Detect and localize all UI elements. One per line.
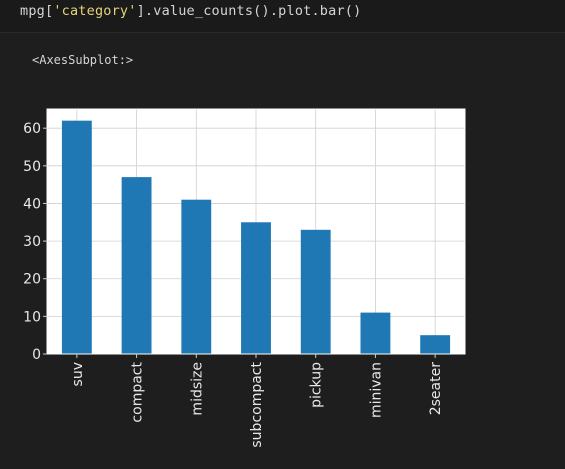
y-tick-label: 20	[23, 272, 41, 288]
bar-pickup	[300, 229, 331, 354]
code-prefix: mpg[	[20, 3, 54, 19]
bar-2seater	[420, 335, 451, 354]
bar-suv	[61, 120, 92, 355]
output-repr-text: <AxesSubplot:>	[32, 53, 134, 67]
code-cell[interactable]: mpg['category'].value_counts().plot.bar(…	[0, 0, 565, 33]
bar-subcompact	[241, 222, 271, 354]
bar-compact	[121, 177, 152, 354]
x-tick-label-suv: suv	[70, 362, 86, 386]
y-tick-label: 60	[23, 121, 41, 137]
bar-minivan	[360, 312, 391, 354]
y-tick-label: 10	[23, 309, 41, 325]
bar-midsize	[181, 199, 212, 354]
x-tick-label-2seater: 2seater	[428, 362, 444, 415]
y-tick-label: 0	[32, 347, 41, 363]
code-line[interactable]: mpg['category'].value_counts().plot.bar(…	[20, 3, 361, 19]
y-tick-label: 50	[23, 159, 41, 175]
x-tick-label-compact: compact	[130, 361, 146, 422]
x-tick-label-subcompact: subcompact	[249, 361, 265, 447]
code-suffix: ].value_counts().plot.bar()	[136, 3, 362, 19]
x-tick-label-minivan: minivan	[368, 362, 384, 418]
x-tick-label-pickup: pickup	[309, 362, 325, 408]
code-string-literal: 'category'	[53, 3, 137, 19]
y-tick-label: 40	[23, 196, 41, 212]
x-tick-label-midsize: midsize	[189, 362, 205, 416]
y-tick-label: 30	[23, 234, 41, 250]
